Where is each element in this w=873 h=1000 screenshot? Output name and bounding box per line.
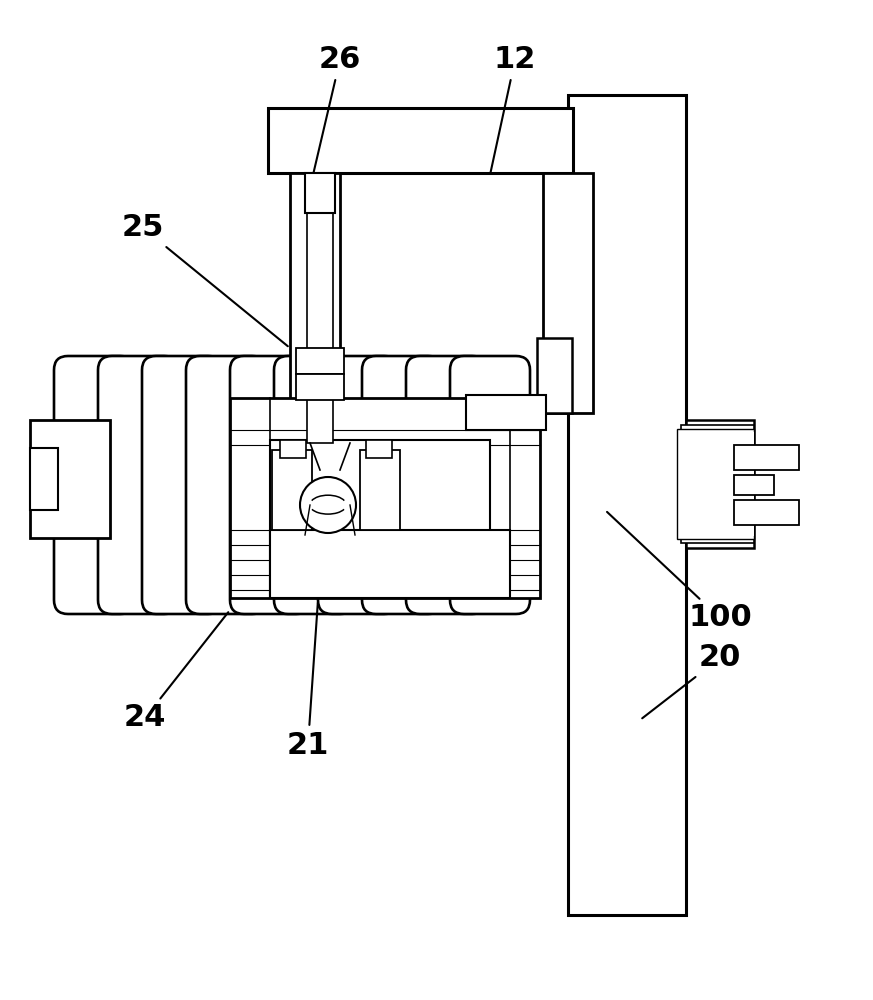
Bar [296, 348, 344, 374]
FancyBboxPatch shape [450, 356, 530, 614]
Bar [270, 440, 490, 598]
Text: 100: 100 [607, 512, 752, 633]
Bar [698, 432, 754, 536]
Bar [230, 398, 540, 598]
FancyBboxPatch shape [98, 356, 178, 614]
Bar [681, 425, 754, 543]
FancyBboxPatch shape [230, 356, 310, 614]
Circle shape [300, 477, 356, 533]
Bar [568, 95, 686, 915]
Bar [272, 450, 312, 530]
Bar [734, 500, 799, 525]
Text: 21: 21 [287, 603, 329, 760]
Bar [366, 440, 392, 458]
Bar [360, 450, 400, 530]
Bar [734, 445, 799, 470]
Text: 12: 12 [491, 45, 536, 172]
FancyBboxPatch shape [186, 356, 266, 614]
Bar [734, 475, 774, 495]
Text: 25: 25 [122, 214, 288, 346]
FancyBboxPatch shape [274, 356, 354, 614]
Bar [305, 173, 335, 213]
Text: 24: 24 [124, 612, 228, 732]
FancyBboxPatch shape [142, 356, 222, 614]
FancyBboxPatch shape [362, 356, 442, 614]
Bar [280, 440, 306, 458]
Text: 26: 26 [313, 45, 361, 172]
Bar [686, 420, 754, 548]
Bar [270, 530, 510, 598]
Bar [307, 213, 333, 443]
Bar [537, 338, 572, 413]
Bar [290, 173, 340, 468]
Bar [296, 374, 344, 400]
Bar [543, 173, 593, 413]
Bar [677, 429, 754, 539]
FancyBboxPatch shape [406, 356, 486, 614]
Bar [30, 448, 58, 510]
Bar [268, 108, 573, 173]
FancyBboxPatch shape [54, 356, 134, 614]
Text: 20: 20 [643, 644, 741, 718]
Bar [466, 395, 546, 430]
FancyBboxPatch shape [318, 356, 398, 614]
Bar [30, 420, 110, 538]
